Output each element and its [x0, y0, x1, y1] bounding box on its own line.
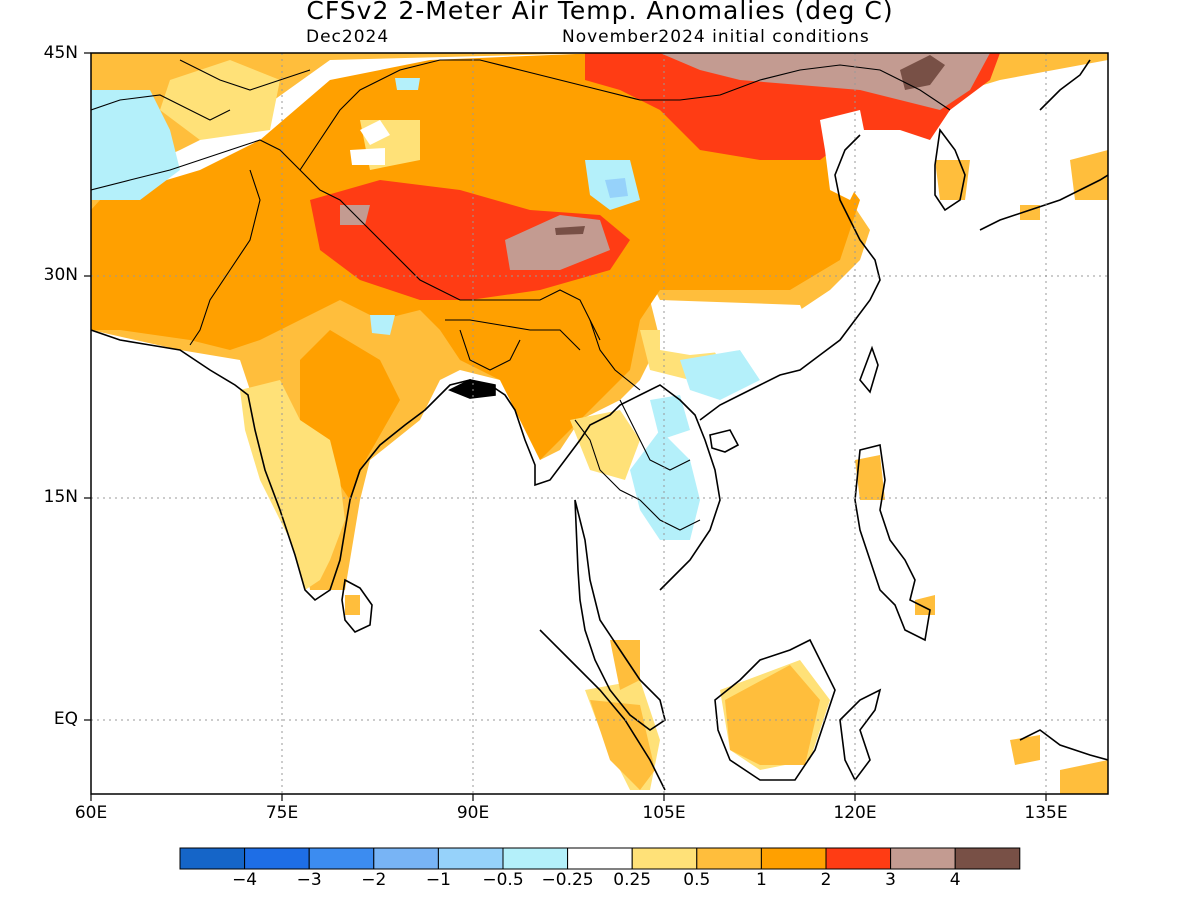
colorbar-box	[825, 847, 892, 870]
colorbar-box	[373, 847, 439, 870]
colorbar-label: 0.5	[683, 870, 711, 890]
anomaly-region-minus-0-25-to-minus-0-5	[91, 78, 760, 540]
country-borders	[91, 59, 951, 531]
colorbar-label: −1	[425, 870, 451, 890]
lat-label-15n: 15N	[43, 487, 78, 507]
colorbar-box	[696, 847, 762, 870]
colorbar-label: 2	[820, 870, 832, 890]
lat-label-eq: EQ	[53, 709, 78, 729]
colorbar-box	[437, 847, 504, 870]
anomaly-region-minus-0-5-to-minus-1	[605, 178, 628, 198]
lon-label-105e: 105E	[642, 803, 686, 823]
anomaly-region-0-5-to-1-south	[345, 150, 1108, 794]
lat-label-45n: 45N	[43, 43, 78, 63]
colorbar-box	[631, 847, 698, 870]
colorbar-box	[954, 847, 1021, 870]
anomaly-region-2-to-3	[310, 53, 1000, 300]
graticule	[91, 53, 1108, 794]
map-title: CFSv2 2-Meter Air Temp. Anomalies (deg C…	[306, 0, 894, 25]
lon-label-135e: 135E	[1024, 803, 1068, 823]
colorbar-label: −4	[232, 870, 258, 890]
lon-label-75e: 75E	[265, 803, 299, 823]
colorbar-label: 3	[885, 870, 896, 890]
initial-conditions-label: November2024 initial conditions	[562, 27, 870, 47]
lat-label-30n: 30N	[43, 265, 78, 285]
anomaly-region-near-zero	[350, 110, 870, 380]
colorbar-label: 1	[755, 870, 767, 890]
colorbar-box	[760, 847, 827, 870]
colorbar-label: −2	[361, 870, 387, 890]
colorbar-label: 0.25	[613, 870, 652, 890]
colorbar-label: −3	[296, 870, 322, 890]
month-label: Dec2024	[306, 27, 390, 47]
colorbar-box	[308, 847, 375, 870]
lon-label-120e: 120E	[833, 803, 877, 823]
colorbar-label: 4	[949, 870, 961, 890]
axis-ticks	[84, 52, 1047, 801]
lon-label-60e: 60E	[74, 803, 108, 823]
colorbar-box	[567, 847, 633, 870]
colorbar-box	[502, 847, 569, 870]
map-frame	[90, 52, 1109, 795]
colorbar-label: −0.25	[541, 870, 594, 890]
lon-label-90e: 90E	[456, 803, 490, 823]
colorbar-label: −0.5	[482, 870, 524, 890]
colorbar-box	[179, 847, 246, 870]
colorbar-box	[244, 847, 310, 870]
colorbar-box	[890, 847, 956, 870]
colorbar-boxes	[179, 847, 1021, 870]
anomaly-region-above-4	[555, 55, 945, 235]
